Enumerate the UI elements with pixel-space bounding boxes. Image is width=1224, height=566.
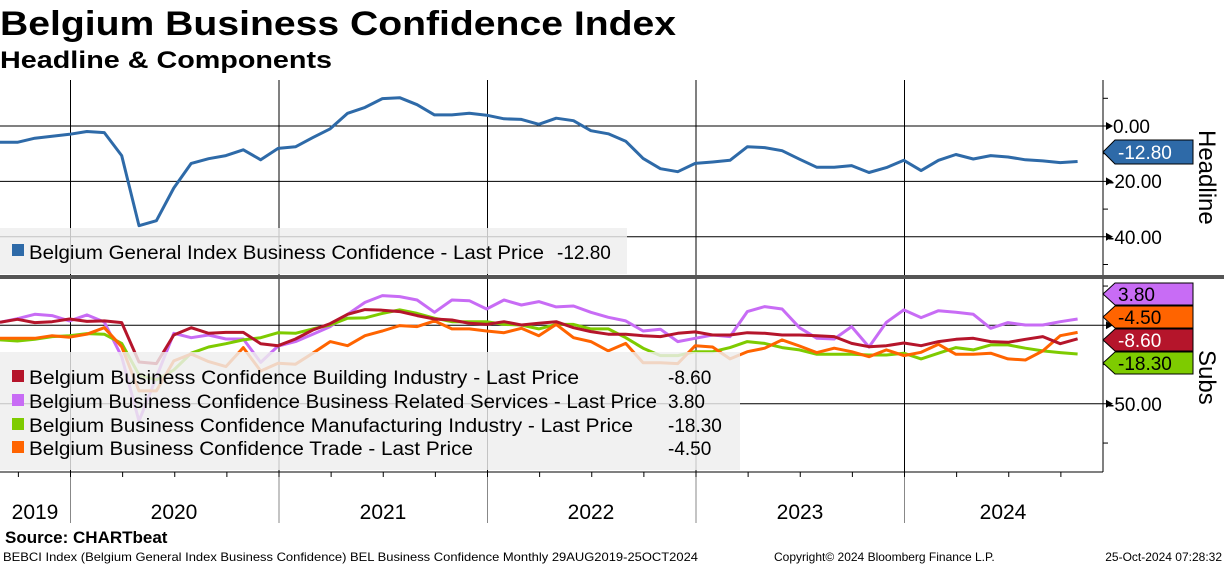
value-tag-shape bbox=[1102, 282, 1194, 306]
legend-label: Belgium Business Confidence Building Ind… bbox=[29, 368, 579, 389]
legend-swatch bbox=[12, 441, 24, 453]
x-tick-label: 2021 bbox=[360, 501, 407, 524]
legend-label: Belgium Business Confidence Manufacturin… bbox=[29, 416, 633, 437]
x-tick-label: 2023 bbox=[777, 501, 824, 524]
value-tag-label: 3.80 bbox=[1118, 285, 1155, 306]
value-tag-label: -12.80 bbox=[1118, 143, 1172, 164]
headline-panel-label: Headline bbox=[1193, 130, 1220, 225]
headline-series-line bbox=[0, 96, 1078, 228]
value-tag-label: -8.60 bbox=[1118, 331, 1161, 352]
tick-arrow-icon bbox=[1106, 321, 1113, 330]
headline-legend: Belgium General Index Business Confidenc… bbox=[0, 228, 627, 274]
building-last-value-tag: -8.60 bbox=[1102, 328, 1194, 352]
y-tick-label: 0.00 bbox=[1113, 117, 1150, 138]
value-tag-shape bbox=[1102, 328, 1194, 352]
panel-separator bbox=[0, 275, 1224, 279]
value-tag-shape bbox=[1102, 139, 1194, 165]
y-tick-label: -20.00 bbox=[1108, 172, 1162, 193]
tick-arrow-icon bbox=[1106, 399, 1113, 408]
trade-last-value-tag: -4.50 bbox=[1102, 305, 1194, 329]
x-tick-label: 2022 bbox=[568, 501, 615, 524]
legend-swatch bbox=[12, 418, 24, 430]
tick-arrow-icon bbox=[1106, 232, 1113, 241]
manufacturing-last-value-tag: -18.30 bbox=[1102, 351, 1194, 375]
subs-panel-label: Subs bbox=[1193, 350, 1220, 405]
legend-label: Belgium Business Confidence Trade - Last… bbox=[29, 439, 473, 460]
legend-value: -4.50 bbox=[668, 439, 711, 460]
y-tick-label: -40.00 bbox=[1108, 228, 1162, 249]
source-note: Source: CHARTbeat bbox=[5, 528, 168, 547]
legend-value: -12.80 bbox=[557, 243, 611, 264]
legend-label: Belgium Business Confidence Business Rel… bbox=[29, 392, 657, 413]
subs-legend: Belgium Business Confidence Building Ind… bbox=[0, 352, 740, 470]
legend-value: 3.80 bbox=[668, 392, 705, 413]
legend-swatch bbox=[12, 394, 24, 406]
legend-value: -8.60 bbox=[668, 368, 711, 389]
legend-swatch bbox=[12, 244, 24, 256]
y-tick-label: -50.00 bbox=[1108, 395, 1162, 416]
legend-swatch bbox=[12, 370, 24, 382]
x-tick-label: 2020 bbox=[151, 501, 198, 524]
value-tag-shape bbox=[1102, 351, 1194, 375]
services-last-value-tag: 3.80 bbox=[1102, 282, 1194, 306]
value-tag-label: -18.30 bbox=[1118, 354, 1172, 375]
tick-arrow-icon bbox=[1106, 122, 1113, 130]
footer-timestamp: 25-Oct-2024 07:28:32 bbox=[1105, 550, 1222, 564]
chart-subtitle: Headline & Components bbox=[0, 47, 332, 74]
legend-background bbox=[0, 228, 627, 274]
value-tag-label: -4.50 bbox=[1118, 308, 1161, 329]
tick-arrow-icon bbox=[1106, 177, 1113, 186]
last-value-tags: -12.80 3.80-4.50-8.60-18.30 bbox=[1102, 139, 1194, 375]
legend-background bbox=[0, 352, 740, 470]
chart-title: Belgium Business Confidence Index bbox=[0, 5, 676, 43]
footer-description: BEBCI Index (Belgium General Index Busin… bbox=[3, 550, 698, 564]
footer-copyright: Copyright© 2024 Bloomberg Finance L.P. bbox=[774, 550, 995, 564]
subs-series-line bbox=[0, 294, 1078, 423]
value-tag-shape bbox=[1102, 305, 1194, 329]
legend-value: -18.30 bbox=[668, 416, 722, 437]
legend-label: Belgium General Index Business Confidenc… bbox=[29, 243, 544, 264]
x-tick-label: 2019 bbox=[12, 501, 59, 524]
subs-series-line bbox=[0, 308, 1079, 366]
headline-last-value-tag: -12.80 bbox=[1102, 139, 1194, 165]
x-tick-label: 2024 bbox=[980, 501, 1027, 524]
